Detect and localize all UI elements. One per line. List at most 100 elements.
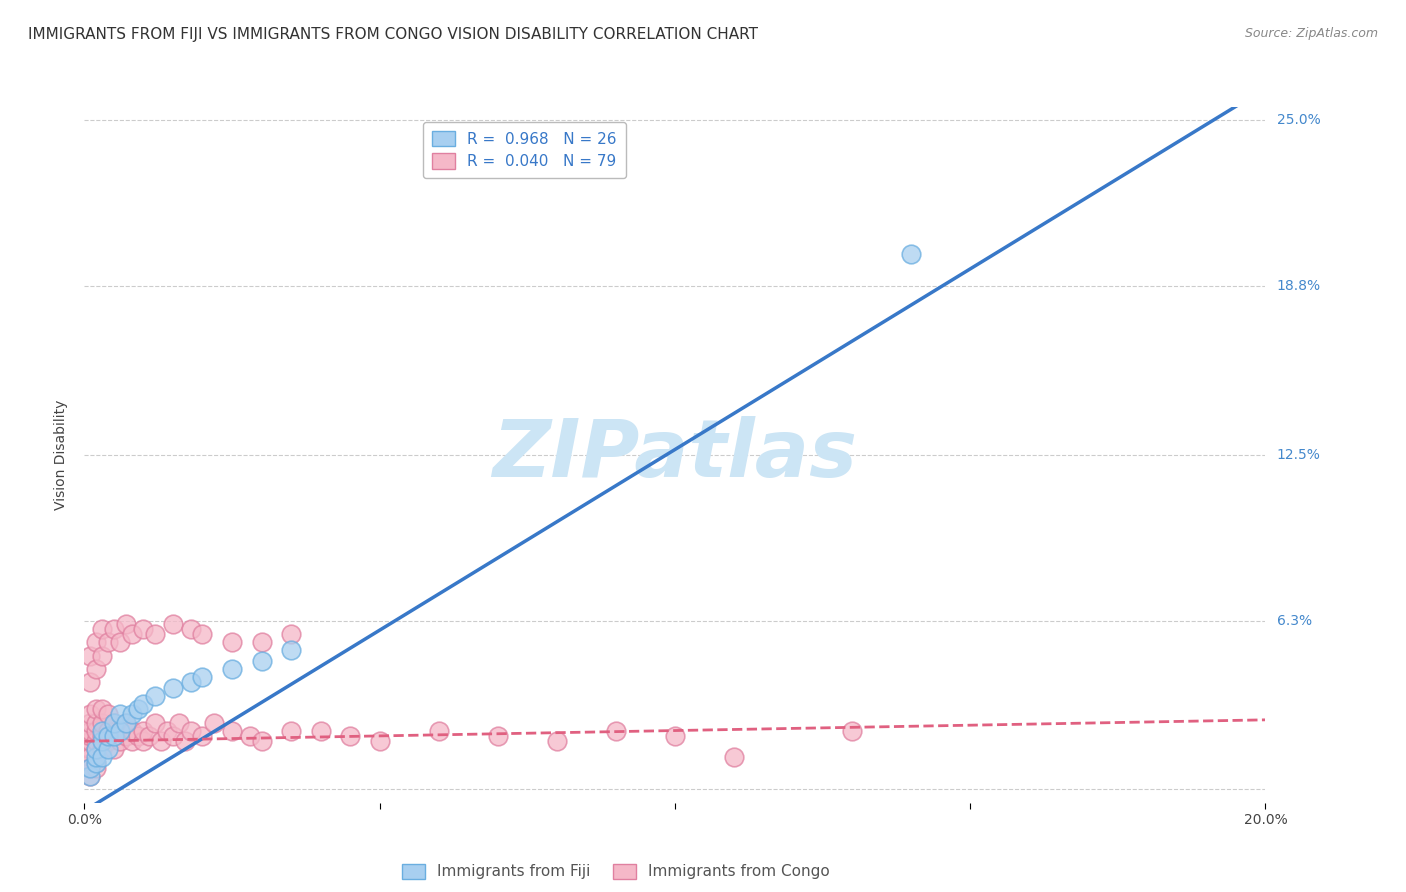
Point	[121, 707, 143, 722]
Point	[84, 723, 107, 738]
Point	[79, 648, 101, 663]
Point	[79, 769, 101, 783]
Text: ZIPatlas: ZIPatlas	[492, 416, 858, 494]
Point	[309, 723, 332, 738]
Point	[79, 734, 101, 748]
Text: 18.8%: 18.8%	[1277, 279, 1320, 293]
Point	[103, 742, 125, 756]
Point	[84, 662, 107, 676]
Point	[143, 715, 166, 730]
Point	[91, 742, 114, 756]
Point	[250, 654, 273, 668]
Y-axis label: Vision Disability: Vision Disability	[55, 400, 69, 510]
Point	[239, 729, 262, 743]
Text: Source: ZipAtlas.com: Source: ZipAtlas.com	[1244, 27, 1378, 40]
Point	[114, 715, 136, 730]
Point	[180, 723, 202, 738]
Point	[84, 742, 107, 756]
Point	[368, 734, 391, 748]
Point	[121, 627, 143, 641]
Point	[79, 761, 101, 775]
Point	[79, 715, 101, 730]
Point	[546, 734, 568, 748]
Point	[121, 734, 143, 748]
Point	[250, 635, 273, 649]
Point	[103, 715, 125, 730]
Point	[79, 675, 101, 690]
Point	[162, 616, 184, 631]
Point	[280, 627, 302, 641]
Text: IMMIGRANTS FROM FIJI VS IMMIGRANTS FROM CONGO VISION DISABILITY CORRELATION CHAR: IMMIGRANTS FROM FIJI VS IMMIGRANTS FROM …	[28, 27, 758, 42]
Point	[108, 707, 131, 722]
Point	[900, 247, 922, 261]
Point	[108, 723, 131, 738]
Point	[91, 734, 114, 748]
Point	[132, 734, 155, 748]
Point	[221, 635, 243, 649]
Text: 12.5%: 12.5%	[1277, 448, 1320, 462]
Point	[114, 616, 136, 631]
Point	[84, 761, 107, 775]
Point	[79, 742, 101, 756]
Point	[97, 734, 120, 748]
Point	[91, 702, 114, 716]
Point	[427, 723, 450, 738]
Point	[339, 729, 361, 743]
Point	[114, 715, 136, 730]
Point	[91, 648, 114, 663]
Point	[84, 742, 107, 756]
Point	[143, 689, 166, 703]
Point	[127, 702, 149, 716]
Point	[79, 723, 101, 738]
Point	[221, 662, 243, 676]
Point	[97, 723, 120, 738]
Point	[97, 707, 120, 722]
Point	[191, 670, 214, 684]
Point	[91, 729, 114, 743]
Point	[108, 635, 131, 649]
Point	[91, 723, 114, 738]
Point	[91, 715, 114, 730]
Point	[79, 769, 101, 783]
Point	[84, 756, 107, 770]
Point	[103, 622, 125, 636]
Point	[191, 729, 214, 743]
Point	[250, 734, 273, 748]
Point	[162, 729, 184, 743]
Text: 6.3%: 6.3%	[1277, 614, 1312, 628]
Point	[97, 742, 120, 756]
Point	[180, 622, 202, 636]
Point	[108, 734, 131, 748]
Text: 25.0%: 25.0%	[1277, 113, 1320, 128]
Point	[156, 723, 179, 738]
Point	[664, 729, 686, 743]
Point	[91, 622, 114, 636]
Point	[132, 723, 155, 738]
Point	[202, 715, 225, 730]
Point	[486, 729, 509, 743]
Point	[79, 750, 101, 764]
Point	[723, 750, 745, 764]
Point	[84, 702, 107, 716]
Point	[167, 715, 190, 730]
Point	[132, 697, 155, 711]
Point	[97, 635, 120, 649]
Point	[280, 723, 302, 738]
Point	[221, 723, 243, 738]
Point	[173, 734, 195, 748]
Point	[91, 750, 114, 764]
Point	[79, 756, 101, 770]
Point	[114, 729, 136, 743]
Point	[103, 729, 125, 743]
Point	[103, 715, 125, 730]
Point	[84, 756, 107, 770]
Point	[79, 729, 101, 743]
Point	[132, 622, 155, 636]
Point	[841, 723, 863, 738]
Point	[97, 729, 120, 743]
Point	[280, 643, 302, 657]
Point	[180, 675, 202, 690]
Point	[79, 707, 101, 722]
Point	[605, 723, 627, 738]
Point	[191, 627, 214, 641]
